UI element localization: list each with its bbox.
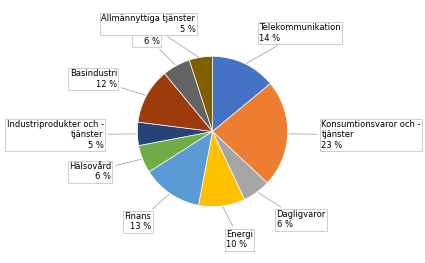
- Wedge shape: [138, 74, 212, 132]
- Text: Industriprodukter och -
tjänster
5 %: Industriprodukter och - tjänster 5 %: [7, 120, 136, 150]
- Wedge shape: [164, 60, 212, 132]
- Text: Energi
10 %: Energi 10 %: [223, 207, 253, 249]
- Text: Teknik
6 %: Teknik 6 %: [133, 26, 175, 65]
- Wedge shape: [139, 132, 212, 172]
- Wedge shape: [189, 56, 212, 132]
- Wedge shape: [212, 56, 270, 132]
- Text: Dagligvaror
6 %: Dagligvaror 6 %: [258, 193, 326, 229]
- Wedge shape: [198, 132, 244, 207]
- Text: Konsumtionsvaror och -
tjänster
23 %: Konsumtionsvaror och - tjänster 23 %: [289, 120, 421, 150]
- Wedge shape: [212, 84, 288, 183]
- Wedge shape: [149, 132, 212, 205]
- Text: Finans
13 %: Finans 13 %: [125, 194, 169, 231]
- Text: Basindustri
12 %: Basindustri 12 %: [70, 69, 145, 95]
- Wedge shape: [137, 122, 212, 146]
- Text: Allmännyttiga tjänster
5 %: Allmännyttiga tjänster 5 %: [102, 14, 198, 57]
- Wedge shape: [212, 132, 267, 200]
- Text: Telekommunikation
14 %: Telekommunikation 14 %: [246, 23, 340, 63]
- Text: Hälsovård
6 %: Hälsovård 6 %: [69, 159, 142, 181]
